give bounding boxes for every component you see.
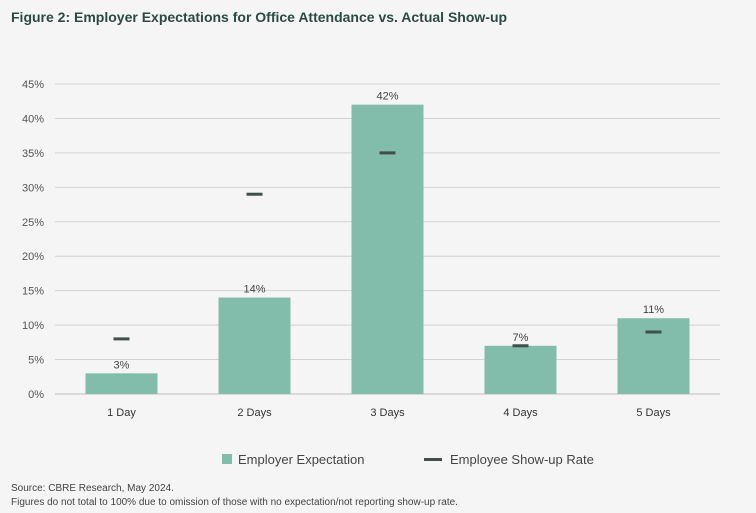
- totals-note: Figures do not total to 100% due to omis…: [11, 497, 458, 508]
- data-label: 42%: [376, 91, 398, 103]
- y-tick-label: 30%: [22, 182, 44, 194]
- bar-chart: 0% 5% 10% 15% 20% 25% 30% 35% 40% 45% 3% 1 Day 14% 2 …: [22, 79, 720, 419]
- y-tick-label: 0%: [28, 389, 44, 401]
- x-tick-label: 1 Day: [107, 407, 136, 419]
- legend: Employer Expectation Employee Show-up Ra…: [0, 449, 756, 469]
- x-tick-label: 2 Days: [237, 407, 272, 419]
- y-tick-label: 5%: [28, 355, 44, 367]
- data-label: 3%: [114, 359, 130, 371]
- footer: Source: CBRE Research, May 2024. Figures…: [11, 482, 458, 510]
- bar: [218, 297, 291, 394]
- bar: [617, 318, 690, 394]
- y-tick-label: 45%: [22, 79, 44, 91]
- x-tick-label: 3 Days: [370, 407, 405, 419]
- y-tick-label: 25%: [22, 217, 44, 229]
- legend-bar-swatch: [222, 454, 232, 464]
- bar: [484, 345, 557, 394]
- legend-item-employee-showup: Employee Show-up Rate: [424, 449, 594, 469]
- bar: [85, 373, 158, 394]
- x-tick-label: 4 Days: [503, 407, 538, 419]
- bar: [351, 104, 424, 395]
- legend-label-employer-expectation: Employer Expectation: [238, 451, 365, 467]
- legend-marker-swatch: [424, 457, 442, 461]
- y-tick-label: 40%: [22, 113, 44, 125]
- y-tick-label: 20%: [22, 251, 44, 263]
- data-label: 11%: [643, 304, 664, 316]
- y-tick-label: 35%: [22, 148, 44, 160]
- y-tick-label: 10%: [22, 320, 44, 332]
- data-label: 14%: [243, 284, 265, 296]
- y-tick-label: 15%: [22, 286, 44, 298]
- x-tick-label: 5 Days: [636, 407, 671, 419]
- source-note: Source: CBRE Research, May 2024.: [11, 483, 174, 494]
- chart-title: Figure 2: Employer Expectations for Offi…: [11, 9, 508, 25]
- legend-item-employer-expectation: Employer Expectation: [222, 449, 364, 469]
- legend-label-employee-showup: Employee Show-up Rate: [450, 451, 594, 467]
- data-label: 7%: [513, 332, 529, 344]
